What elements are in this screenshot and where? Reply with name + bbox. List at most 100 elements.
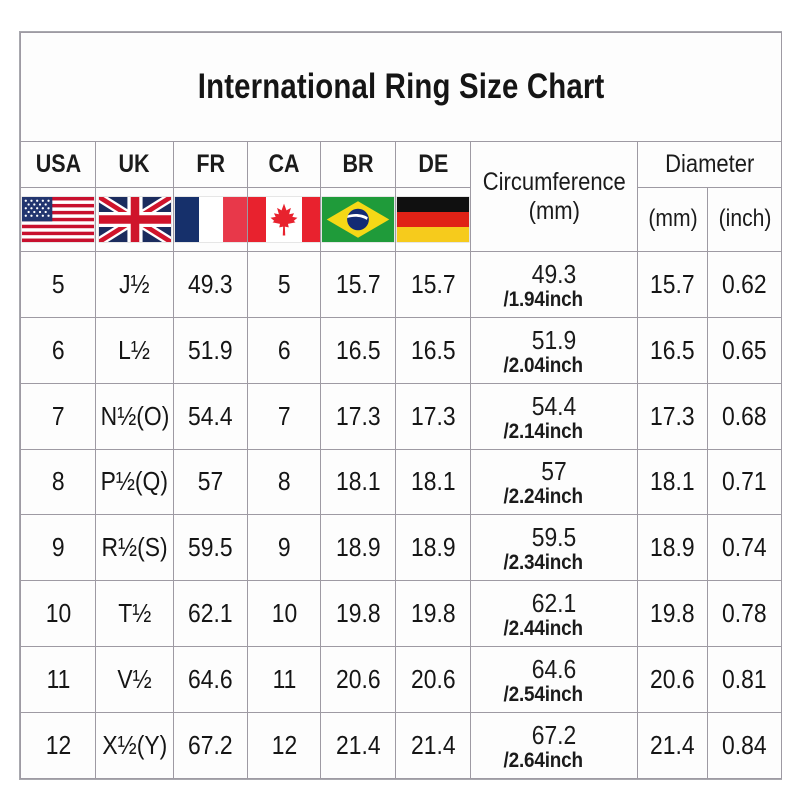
cell-fr: 59.5 (173, 514, 248, 582)
cell-diameter-inch: 0.84 (706, 712, 783, 779)
column-header-diameter-mm: (mm) (637, 187, 708, 252)
column-header-br: BR (320, 141, 396, 189)
cell-usa: 5 (20, 250, 96, 318)
cell-uk: T½ (95, 580, 174, 648)
title-row: International Ring Size Chart (19, 31, 783, 143)
column-header-fr: FR (173, 141, 248, 189)
cell-circumference: 54.4 /2.14inch (470, 382, 638, 450)
column-header-diameter: Diameter (636, 141, 783, 189)
cell-diameter-mm: 15.7 (637, 250, 708, 318)
cell-diameter-mm: 16.5 (637, 316, 708, 384)
cell-usa: 12 (20, 712, 96, 779)
cell-diameter-mm: 18.1 (637, 448, 708, 516)
cell-usa: 10 (20, 580, 96, 648)
ring-size-chart-frame: International Ring Size Chart USA UK FR (19, 31, 783, 780)
cell-ca: 9 (247, 514, 321, 582)
cell-fr: 54.4 (173, 382, 248, 450)
flag-usa-icon (22, 196, 94, 242)
cell-br: 18.9 (320, 514, 396, 582)
cell-fr: 67.2 (173, 712, 248, 779)
circumference-label-line2: (mm) (528, 196, 580, 225)
cell-br: 16.5 (320, 316, 396, 384)
flag-cell-br (320, 187, 396, 252)
flag-canada-icon (248, 196, 320, 242)
flag-cell-ca (247, 187, 321, 252)
table-row: 12 X½(Y) 67.2 12 21.4 21.4 67.2 /2.64inc… (20, 712, 783, 779)
cell-diameter-inch: 0.81 (706, 646, 783, 714)
table-row: 11 V½ 64.6 11 20.6 20.6 64.6 /2.54inch 2… (20, 646, 783, 714)
cell-br: 20.6 (320, 646, 396, 714)
cell-circumference: 64.6 /2.54inch (470, 646, 638, 714)
cell-br: 21.4 (320, 712, 396, 779)
cell-diameter-inch: 0.68 (706, 382, 783, 450)
column-header-usa: USA (20, 141, 96, 189)
cell-circumference: 67.2 /2.64inch (470, 712, 638, 779)
table-row: 7 N½(O) 54.4 7 17.3 17.3 54.4 /2.14inch … (20, 382, 783, 450)
cell-diameter-inch: 0.71 (706, 448, 783, 516)
flag-germany-icon (397, 196, 469, 242)
cell-fr: 49.3 (173, 250, 248, 318)
cell-fr: 57 (173, 448, 248, 516)
cell-ca: 8 (247, 448, 321, 516)
cell-diameter-mm: 21.4 (637, 712, 708, 779)
cell-ca: 5 (247, 250, 321, 318)
cell-usa: 7 (20, 382, 96, 450)
table-row: 9 R½(S) 59.5 9 18.9 18.9 59.5 /2.34inch … (20, 514, 783, 582)
cell-circumference: 57 /2.24inch (470, 448, 638, 516)
column-header-circumference: Circumference (mm) (470, 141, 638, 252)
cell-br: 15.7 (320, 250, 396, 318)
cell-uk: R½(S) (95, 514, 174, 582)
cell-fr: 51.9 (173, 316, 248, 384)
cell-de: 18.9 (395, 514, 471, 582)
table-row: 5 J½ 49.3 5 15.7 15.7 49.3 /1.94inch 15.… (20, 250, 783, 318)
column-header-de: DE (395, 141, 471, 189)
cell-de: 15.7 (395, 250, 471, 318)
cell-br: 19.8 (320, 580, 396, 648)
flag-cell-usa (20, 187, 96, 252)
cell-de: 18.1 (395, 448, 471, 516)
cell-diameter-mm: 19.8 (637, 580, 708, 648)
column-header-uk: UK (95, 141, 174, 189)
cell-ca: 7 (247, 382, 321, 450)
cell-ca: 11 (247, 646, 321, 714)
column-header-ca: CA (247, 141, 321, 189)
cell-circumference: 49.3 /1.94inch (470, 250, 638, 318)
header-flag-row: (mm) (inch) (20, 187, 783, 252)
cell-diameter-mm: 18.9 (637, 514, 708, 582)
cell-usa: 8 (20, 448, 96, 516)
table-row: 8 P½(Q) 57 8 18.1 18.1 57 /2.24inch 18.1… (20, 448, 783, 516)
cell-br: 18.1 (320, 448, 396, 516)
cell-de: 20.6 (395, 646, 471, 714)
cell-diameter-inch: 0.65 (706, 316, 783, 384)
cell-uk: J½ (95, 250, 174, 318)
circumference-label-line1: Circumference (482, 167, 626, 196)
flag-cell-fr (173, 187, 248, 252)
cell-diameter-mm: 20.6 (637, 646, 708, 714)
cell-diameter-inch: 0.62 (706, 250, 783, 318)
cell-diameter-inch: 0.74 (706, 514, 783, 582)
flag-uk-icon (98, 196, 171, 242)
cell-circumference: 51.9 /2.04inch (470, 316, 638, 384)
cell-uk: X½(Y) (95, 712, 174, 779)
cell-circumference: 62.1 /2.44inch (470, 580, 638, 648)
cell-diameter-mm: 17.3 (637, 382, 708, 450)
flag-cell-de (395, 187, 471, 252)
flag-brazil-icon (322, 196, 394, 242)
cell-uk: N½(O) (95, 382, 174, 450)
column-header-diameter-inch: (inch) (706, 187, 783, 252)
cell-de: 19.8 (395, 580, 471, 648)
page-title-text: International Ring Size Chart (197, 67, 605, 107)
ring-size-table: International Ring Size Chart USA UK FR (19, 31, 783, 779)
cell-usa: 9 (20, 514, 96, 582)
page-title: International Ring Size Chart (19, 31, 783, 143)
cell-uk: P½(Q) (95, 448, 174, 516)
cell-uk: V½ (95, 646, 174, 714)
cell-diameter-inch: 0.78 (706, 580, 783, 648)
flag-france-icon (174, 196, 247, 242)
cell-uk: L½ (95, 316, 174, 384)
cell-de: 17.3 (395, 382, 471, 450)
table-row: 6 L½ 51.9 6 16.5 16.5 51.9 /2.04inch 16.… (20, 316, 783, 384)
cell-usa: 6 (20, 316, 96, 384)
cell-de: 16.5 (395, 316, 471, 384)
